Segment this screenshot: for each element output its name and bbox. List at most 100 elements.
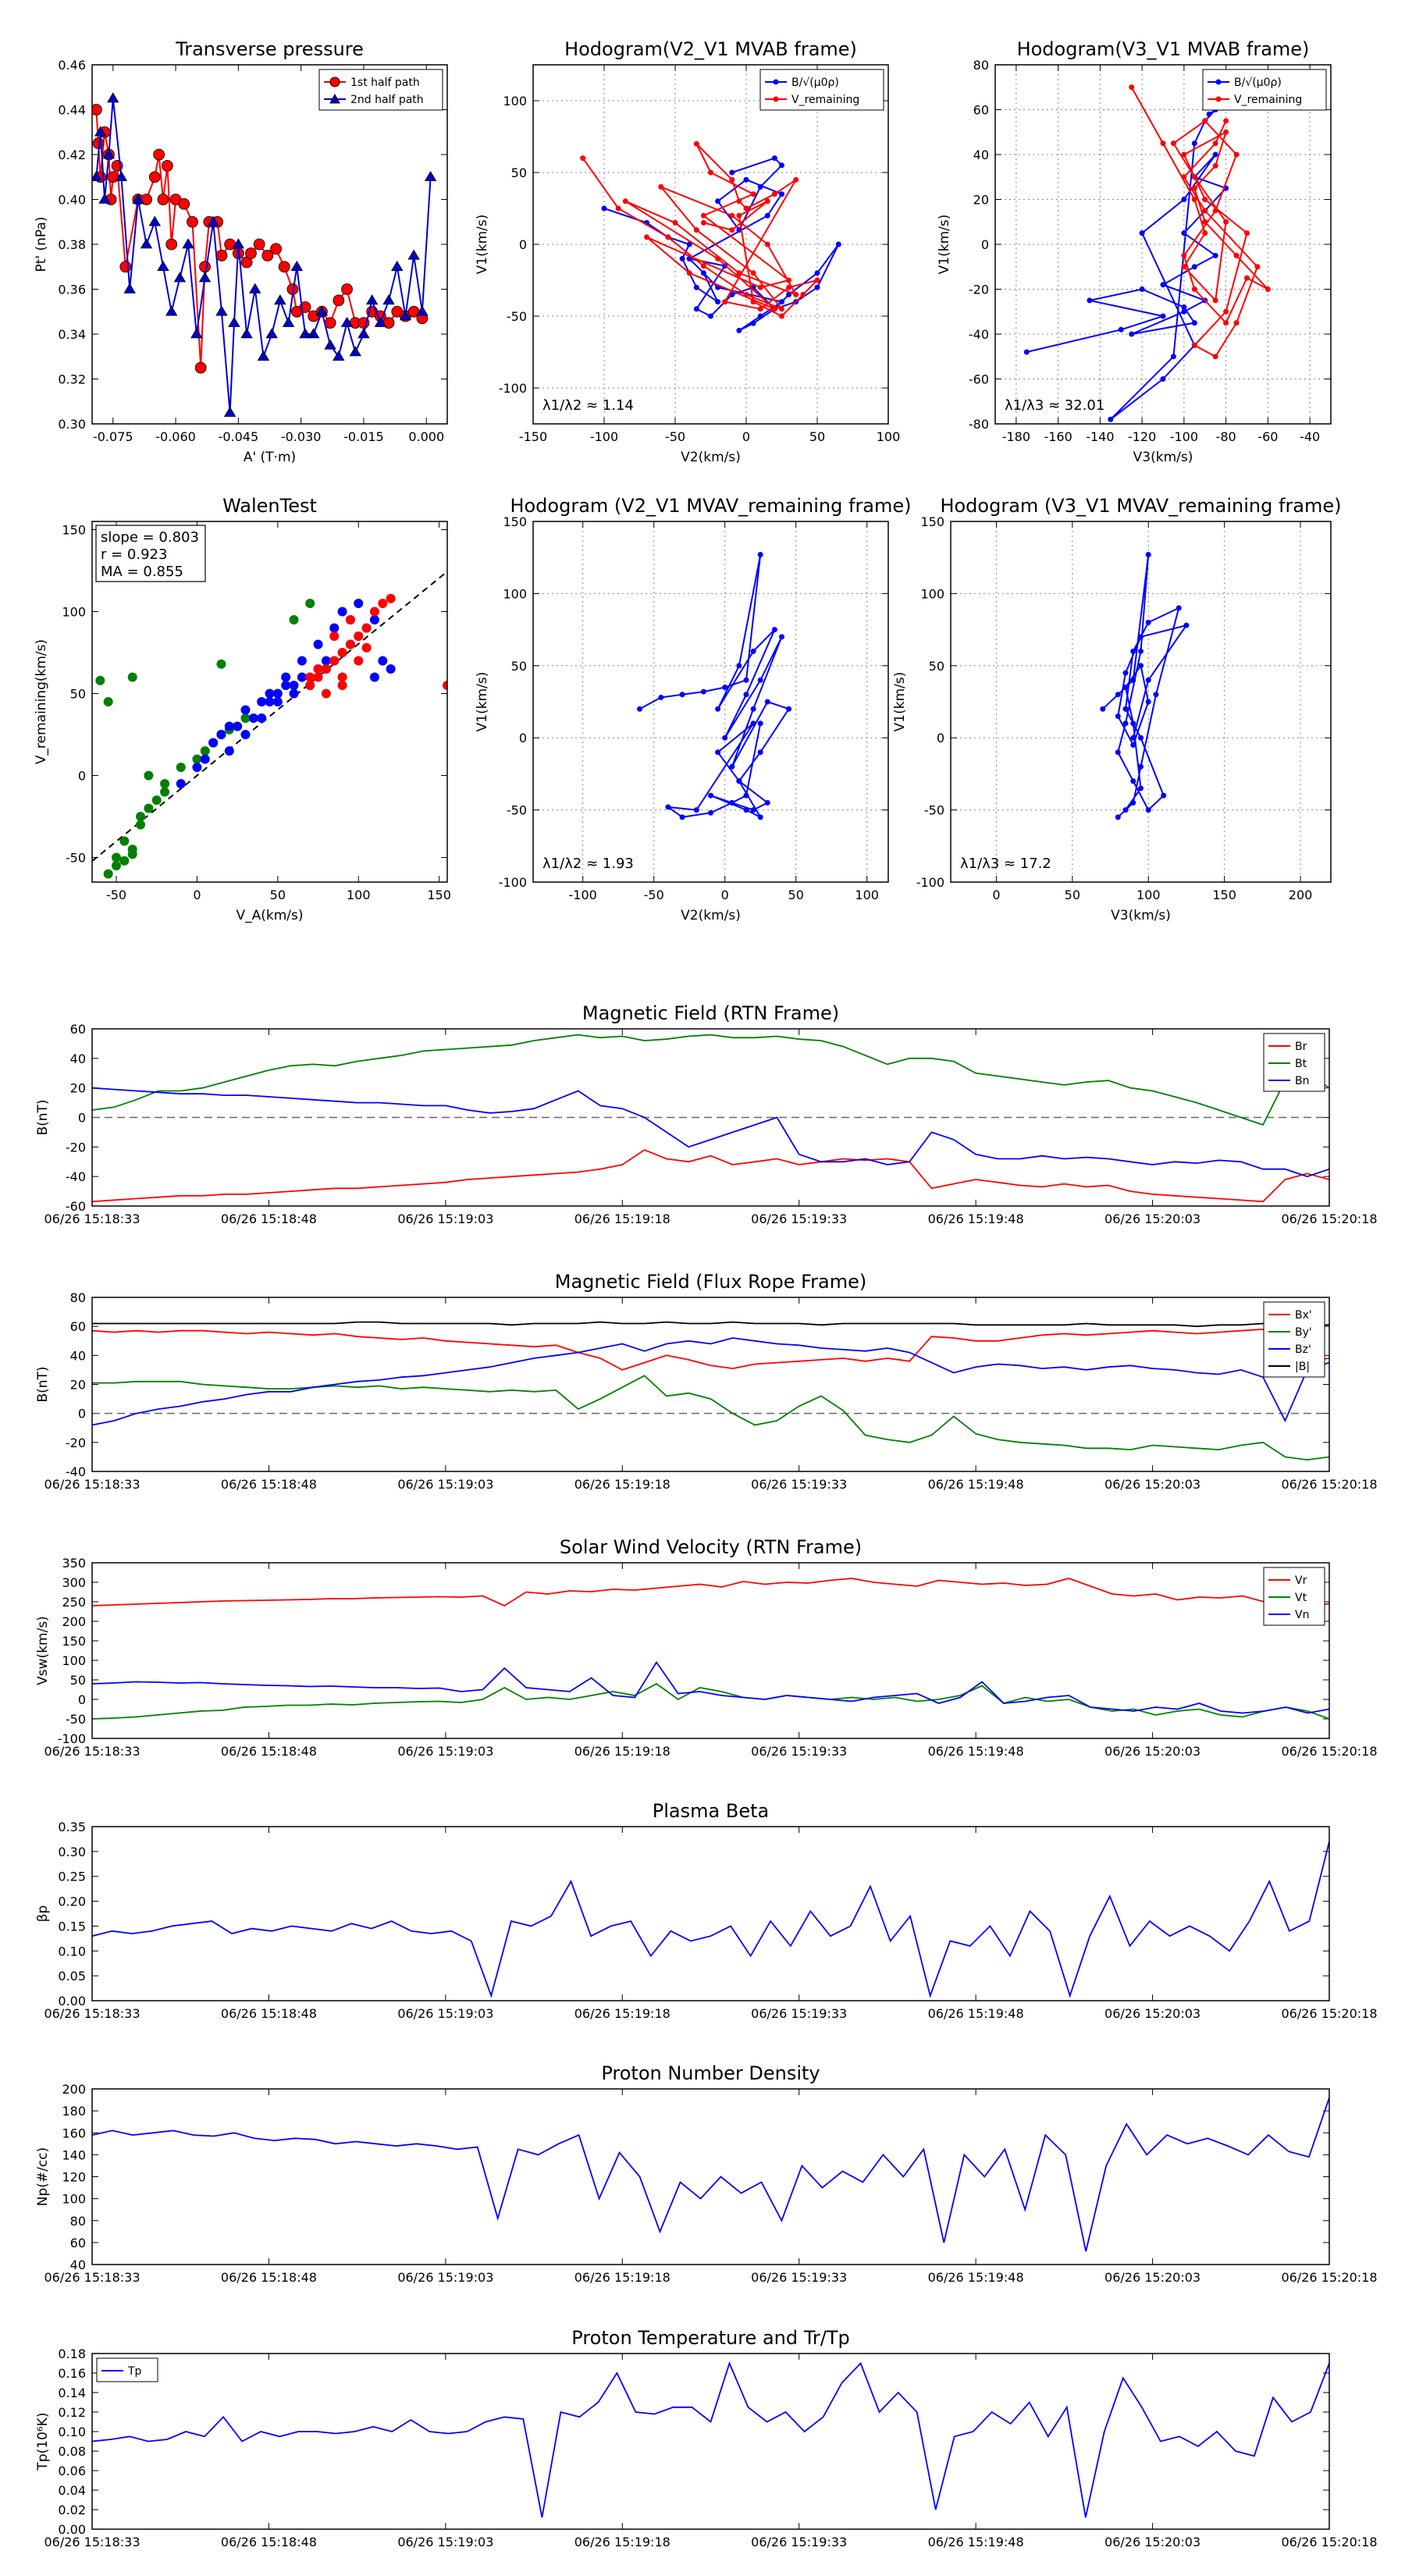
data-point: [686, 270, 692, 276]
data-point: [290, 260, 303, 272]
legend-frame: [759, 69, 884, 111]
data-point: [321, 688, 331, 699]
data-point: [1108, 416, 1114, 422]
x-tick-label: 06/26 15:19:33: [751, 1744, 847, 1759]
legend-marker: [1215, 79, 1222, 85]
data-point: [757, 814, 763, 820]
data-point: [1122, 807, 1129, 813]
series-v-remaining: [1129, 84, 1271, 360]
data-point: [1138, 648, 1144, 654]
series-bz-: [92, 1337, 1329, 1426]
data-point: [700, 270, 706, 276]
data-point: [349, 346, 361, 357]
legend-label: V_remaining: [791, 94, 859, 106]
data-point: [700, 263, 706, 269]
plot-area: [92, 92, 437, 417]
y-tick-label: 200: [62, 2082, 86, 2097]
y-axis-label: V1(km/s): [475, 672, 490, 732]
data-point: [779, 191, 784, 197]
data-point: [665, 234, 671, 240]
y-tick-label: 0.02: [58, 2503, 86, 2517]
plot-area: [580, 141, 841, 333]
x-tick-label: -50: [106, 888, 126, 902]
x-tick-label: 06/26 15:19:18: [574, 1477, 670, 1492]
chart-title: Hodogram(V2_V1 MVAB frame): [564, 38, 857, 60]
data-point: [194, 361, 207, 374]
data-point: [115, 170, 128, 182]
y-tick-label: -50: [507, 309, 527, 324]
y-tick-label: 40: [70, 1348, 86, 1363]
axes-frame: [91, 2353, 1330, 2530]
chart-panel-9: Solar Wind Velocity (RTN Frame)06/26 15:…: [35, 1536, 1378, 1759]
data-point: [1138, 634, 1144, 640]
data-point: [750, 706, 756, 712]
x-tick-label: 06/26 15:20:18: [1281, 2006, 1377, 2021]
chart-panel-2: Hodogram(V2_V1 MVAB frame) -150 -100 -50 0 50…: [475, 38, 900, 465]
data-point: [708, 809, 713, 816]
data-point: [165, 238, 178, 251]
data-point: [1087, 297, 1093, 304]
data-point: [341, 283, 353, 295]
legend-label: B/√(μ0ρ): [1234, 76, 1282, 89]
data-point: [750, 320, 756, 326]
data-point: [386, 593, 396, 603]
data-point: [1145, 807, 1151, 813]
y-tick-label: 150: [62, 523, 86, 538]
data-point: [200, 746, 210, 756]
series-bx-: [92, 1328, 1329, 1371]
data-point: [399, 310, 412, 321]
data-point: [357, 328, 370, 339]
data-point: [289, 615, 299, 624]
data-point: [764, 212, 770, 219]
data-point: [1176, 605, 1182, 611]
x-tick-label: -40: [1300, 429, 1320, 444]
x-tick-label: 06/26 15:19:48: [928, 1744, 1024, 1759]
axis-ticks: 06/26 15:18:33 06/26 15:18:48 06/26 15:19:…: [44, 1022, 1377, 1226]
y-tick-label: 0.25: [58, 1870, 86, 1884]
data-point: [289, 681, 299, 690]
series-bn: [92, 1087, 1329, 1178]
data-point: [207, 215, 219, 226]
legend-marker: [773, 79, 779, 85]
data-point: [750, 191, 756, 197]
data-point: [365, 294, 379, 305]
data-point: [693, 306, 699, 312]
y-tick-label: 300: [62, 1575, 86, 1590]
data-point: [750, 270, 756, 276]
y-tick-label: 150: [503, 514, 527, 529]
legend: Bx' By' Bz' |B|: [1263, 1301, 1325, 1378]
legend-frame: [1263, 1033, 1325, 1092]
legend-marker: [329, 76, 340, 87]
data-point: [92, 104, 102, 116]
series-early: [95, 599, 315, 879]
data-point: [771, 191, 777, 197]
data-point: [814, 277, 820, 283]
data-point: [160, 787, 170, 797]
chart-title: Transverse pressure: [175, 38, 364, 60]
data-point: [313, 672, 323, 682]
data-point: [750, 299, 756, 305]
x-tick-label: 0: [721, 888, 729, 902]
data-point: [1139, 230, 1145, 237]
data-point: [750, 648, 756, 654]
data-point: [1181, 151, 1187, 158]
x-tick-label: -50: [665, 429, 685, 444]
x-tick-label: -160: [1044, 429, 1072, 444]
data-point: [265, 697, 275, 706]
x-tick-label: 06/26 15:18:33: [44, 1212, 140, 1226]
data-point: [119, 856, 130, 866]
x-tick-label: 06/26 15:20:18: [1281, 1744, 1377, 1759]
x-tick-label: 0: [992, 888, 1000, 902]
y-axis-label: V1(km/s): [475, 215, 490, 275]
data-point: [378, 599, 388, 608]
alfven-mach-stat: MA = 0.855: [101, 564, 183, 580]
y-tick-label: 0.18: [58, 2347, 86, 2361]
data-point: [693, 284, 699, 290]
data-point: [119, 261, 132, 273]
data-point: [361, 642, 372, 653]
x-tick-label: 06/26 15:18:48: [221, 1477, 317, 1492]
data-point: [208, 738, 219, 748]
data-point: [424, 170, 437, 182]
